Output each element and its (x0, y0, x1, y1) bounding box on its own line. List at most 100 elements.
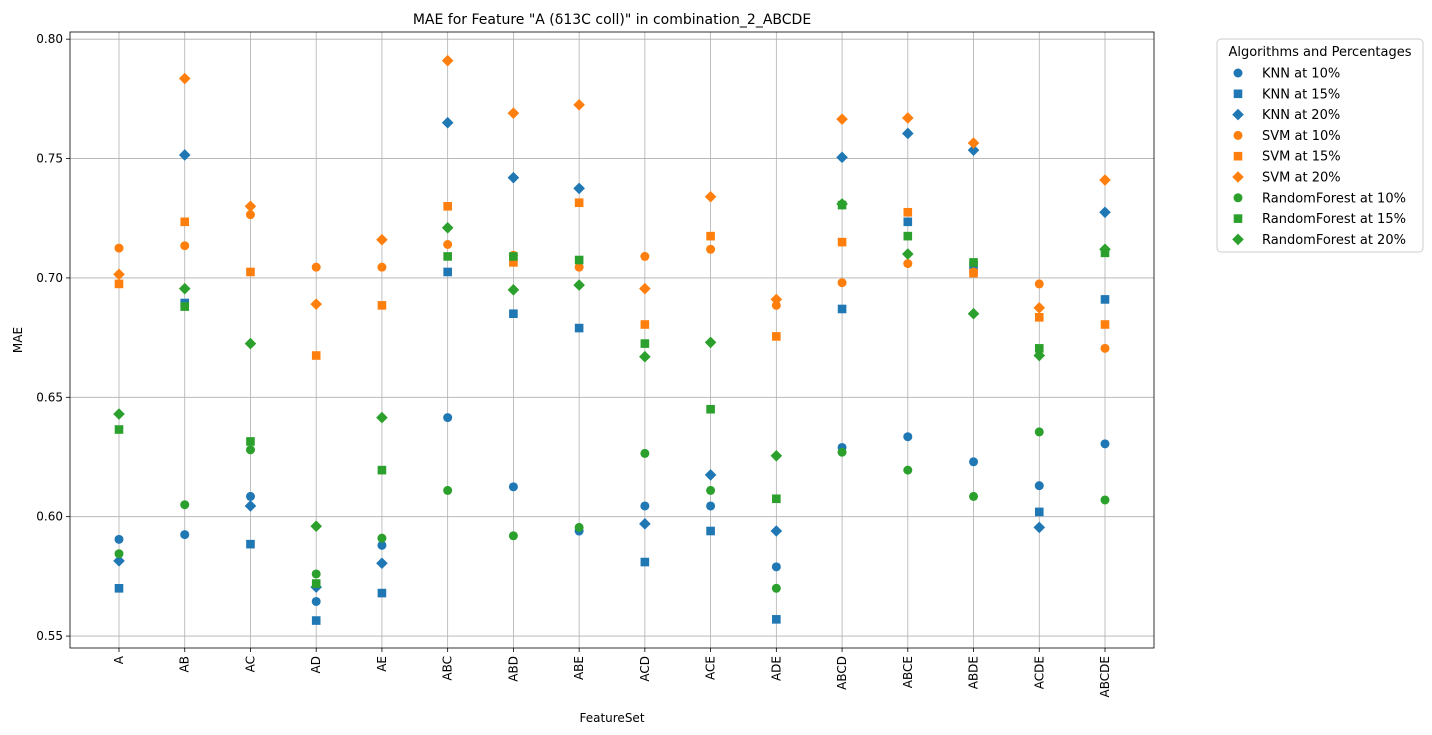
data-point (903, 217, 913, 227)
data-point (246, 437, 255, 446)
data-point (639, 350, 651, 363)
data-point (245, 445, 255, 455)
y-axis-label: MAE (11, 327, 25, 353)
data-point (771, 562, 781, 572)
data-point (706, 501, 716, 511)
series-7 (114, 200, 1110, 588)
data-point (903, 207, 913, 217)
legend: Algorithms and Percentages KNN at 10% KNN… (1216, 38, 1424, 253)
data-point (114, 243, 124, 253)
plot-area (69, 31, 1155, 649)
data-point (1034, 427, 1044, 437)
data-point (509, 258, 518, 267)
data-point (310, 520, 322, 533)
data-point (770, 449, 783, 462)
data-point (1099, 243, 1111, 256)
data-point (969, 491, 979, 501)
x-tick-label: ABCDE (1098, 656, 1112, 697)
legend-marker (1233, 130, 1243, 140)
data-point (443, 267, 452, 277)
data-point (574, 323, 584, 333)
data-point (837, 237, 847, 247)
data-point (1100, 320, 1110, 329)
data-point (114, 425, 124, 434)
data-point (1099, 206, 1111, 219)
legend-label: KNN at 15% (1262, 87, 1340, 102)
data-point (441, 221, 454, 234)
data-point (772, 332, 781, 341)
data-point (902, 112, 914, 124)
data-point (640, 501, 650, 511)
data-point (508, 531, 518, 541)
data-point (377, 588, 387, 598)
data-point (377, 262, 387, 272)
data-point (377, 533, 387, 543)
data-point (113, 555, 125, 567)
data-point (180, 241, 190, 251)
data-point (441, 116, 454, 129)
data-point (640, 448, 650, 458)
data-point (704, 336, 717, 349)
data-point (1100, 295, 1110, 304)
data-point (311, 262, 321, 272)
legend-label: SVM at 20% (1262, 171, 1341, 186)
legend-marker (1232, 171, 1244, 183)
legend-label: SVM at 10% (1262, 129, 1341, 144)
data-point (969, 268, 978, 278)
legend-marker (1233, 68, 1243, 78)
data-point (114, 279, 124, 289)
data-point (113, 268, 125, 281)
data-point (969, 457, 979, 467)
data-point (114, 549, 124, 559)
data-point (1033, 521, 1046, 534)
data-point (180, 302, 190, 311)
legend-marker (1233, 89, 1243, 99)
x-tick-label: AE (375, 656, 389, 672)
data-point (508, 482, 518, 492)
data-point (574, 255, 584, 265)
data-point (377, 465, 387, 475)
series-6 (114, 427, 1110, 593)
data-point (1033, 301, 1046, 314)
data-point (377, 301, 387, 310)
data-point (704, 190, 717, 203)
chart-title: MAE for Feature "A (δ13C coll)" in combi… (413, 12, 811, 28)
data-point (376, 557, 388, 570)
data-point (244, 200, 257, 213)
data-point (113, 408, 125, 420)
data-point (771, 583, 781, 593)
data-points (113, 54, 1111, 625)
data-point (704, 469, 717, 481)
series-3 (114, 210, 1110, 353)
data-point (574, 262, 584, 272)
data-point (443, 413, 453, 423)
data-point (441, 54, 454, 67)
data-point (376, 411, 388, 424)
data-point (770, 525, 783, 537)
x-tick-label: A (112, 655, 126, 664)
legend-title: Algorithms and Percentages (1228, 45, 1411, 60)
y-tick-label: 0.75 (36, 152, 63, 166)
data-point (443, 485, 453, 495)
data-point (507, 284, 520, 296)
series-0 (114, 413, 1110, 606)
data-point (573, 99, 585, 111)
data-point (1100, 439, 1110, 449)
data-point (507, 171, 520, 184)
data-point (1034, 481, 1044, 491)
data-point (244, 500, 257, 512)
data-point (706, 244, 716, 254)
y-tick-label: 0.70 (36, 271, 63, 285)
data-point (706, 526, 715, 536)
data-point (837, 304, 847, 314)
data-point (443, 201, 452, 211)
grid-lines (70, 32, 1154, 648)
y-tick-label: 0.80 (36, 32, 63, 46)
x-axis: A AB AC AD AE ABC ABD ABE ACD ACE ADE ABCD ABCE ABDE A… (112, 648, 1112, 697)
data-point (245, 210, 255, 220)
data-point (706, 231, 715, 241)
legend-label: RandomForest at 10% (1262, 191, 1406, 206)
data-point (639, 518, 651, 530)
data-point (246, 267, 255, 277)
